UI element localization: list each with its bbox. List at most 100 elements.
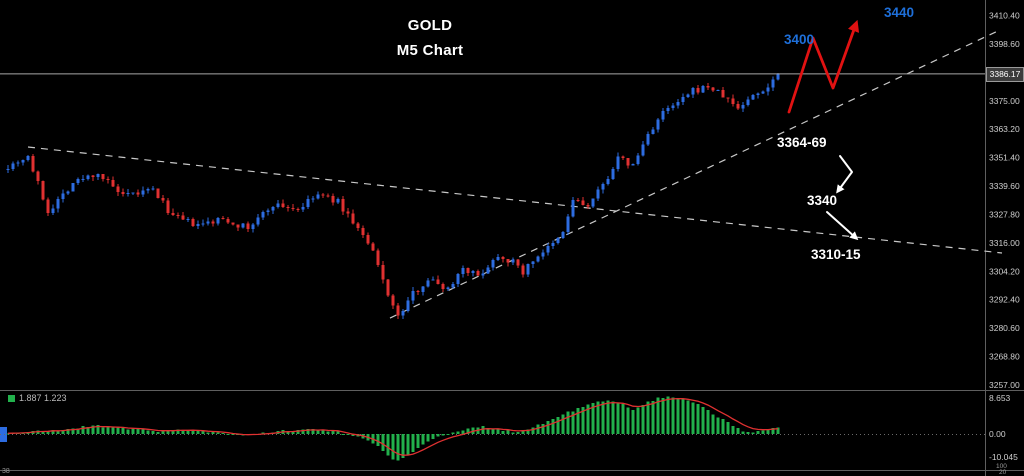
histogram-bar — [646, 401, 650, 434]
histogram-bar — [376, 434, 380, 447]
candle-body — [126, 193, 130, 195]
candle-body — [151, 188, 155, 190]
candle-body — [121, 192, 125, 195]
histogram-bar — [691, 402, 695, 434]
candle-body — [621, 156, 625, 159]
candle-body — [521, 265, 525, 275]
histogram-bar — [701, 406, 705, 434]
histogram-bar — [106, 426, 110, 434]
histogram-bar — [651, 400, 655, 434]
candle-body — [346, 211, 350, 214]
histogram-bar — [531, 427, 535, 434]
price-axis[interactable]: 3410.40 3398.60 3375.00 3363.20 3351.40 3339.… — [989, 11, 1020, 463]
candle-body — [231, 222, 235, 225]
histogram-bar — [431, 434, 435, 439]
candle-body — [16, 162, 20, 164]
candle-body — [76, 179, 80, 184]
candle-body — [656, 119, 660, 130]
chart-title: GOLD M5 Chart — [325, 13, 535, 63]
histogram-bar — [656, 397, 660, 434]
zone-label-3364-69: 3364-69 — [777, 135, 827, 150]
candle-body — [746, 99, 750, 105]
candle-body — [376, 250, 380, 265]
histogram-bar — [511, 432, 515, 434]
histogram-bar — [686, 400, 690, 434]
candle-body — [171, 212, 175, 216]
candle-body — [721, 89, 725, 98]
price-axis-label: 3304.20 — [989, 266, 1020, 276]
candle-body — [226, 218, 230, 223]
histogram-bar — [756, 431, 760, 434]
candle-body — [561, 232, 565, 239]
candle-body — [41, 180, 45, 200]
histogram-bar — [326, 431, 330, 434]
histogram-bar — [606, 400, 610, 434]
histogram-bar — [436, 434, 440, 437]
histogram-bar — [416, 434, 420, 448]
histogram-bar — [306, 429, 310, 434]
indicator-axis-label: -10.045 — [989, 452, 1018, 462]
candle-body — [196, 224, 200, 227]
candle-body — [176, 215, 180, 217]
histogram-bar — [671, 397, 675, 434]
candle-body — [261, 212, 265, 218]
candle-body — [726, 97, 730, 99]
histogram-bar — [541, 423, 545, 434]
histogram-bar — [746, 431, 750, 434]
candle-body — [211, 221, 215, 224]
candle-body — [616, 156, 620, 170]
zone-label-3310-15: 3310-15 — [811, 247, 861, 262]
candle-body — [416, 290, 420, 292]
histogram-bar — [611, 401, 615, 434]
level-label-3340: 3340 — [807, 193, 838, 208]
histogram-bar — [56, 430, 60, 434]
candle-body — [386, 279, 390, 296]
indicator-axis-label: 8.653 — [989, 393, 1011, 403]
indicator-values-text: 1.887 1.223 — [19, 393, 67, 403]
candle-body — [21, 160, 25, 163]
price-axis-label: 3363.20 — [989, 124, 1020, 134]
candle-body — [341, 199, 345, 212]
histogram-bar — [91, 425, 95, 434]
candle-body — [761, 91, 765, 94]
candle-body — [566, 216, 570, 233]
histogram-bar — [111, 427, 115, 434]
histogram-bar — [706, 409, 710, 434]
candle-body — [526, 264, 530, 275]
histogram-bar — [626, 407, 630, 434]
candle-body — [581, 200, 585, 206]
histogram-bar — [466, 428, 470, 434]
candle-body — [161, 198, 165, 201]
histogram-bar — [296, 430, 300, 434]
histogram-bar — [156, 431, 160, 434]
candle-body — [361, 228, 365, 235]
candle-body — [681, 96, 685, 103]
histogram-bar — [696, 403, 700, 434]
candle-body — [366, 234, 370, 244]
histogram-bar — [506, 430, 510, 434]
indicator-values: 1.887 1.223 — [8, 393, 67, 403]
candle-body — [486, 267, 490, 274]
candle-body — [296, 208, 300, 210]
candle-body — [301, 206, 305, 210]
histogram-bar — [566, 411, 570, 434]
candle-body — [756, 93, 760, 96]
candle-body — [716, 89, 720, 91]
histogram-bar — [166, 430, 170, 434]
price-axis-label: 3375.00 — [989, 96, 1020, 106]
histogram-bar — [291, 430, 295, 434]
histogram-bar — [381, 434, 385, 451]
candle-body — [111, 180, 115, 187]
candle-body — [476, 270, 480, 276]
chart-title-symbol: GOLD — [407, 17, 453, 34]
histogram-bar — [116, 427, 120, 434]
histogram-bar — [516, 431, 520, 434]
histogram-bar — [526, 429, 530, 434]
candle-body — [426, 280, 430, 287]
candle-body — [701, 85, 705, 93]
histogram-bar — [481, 426, 485, 434]
histogram-bar — [261, 432, 265, 434]
candle-body — [626, 158, 630, 166]
